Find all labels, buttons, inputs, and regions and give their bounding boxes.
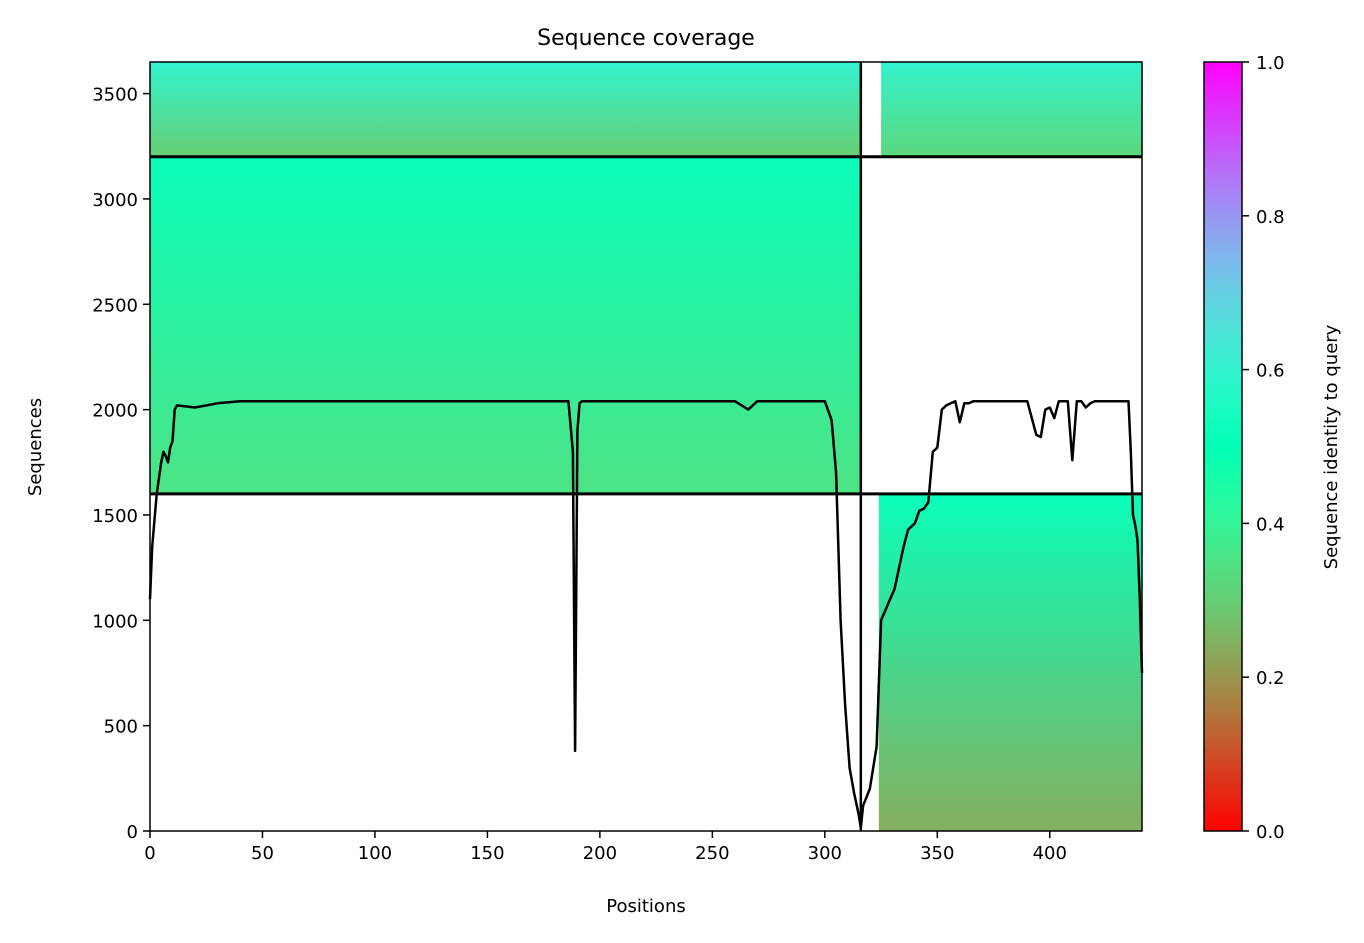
x-tick-label: 250 [695,843,729,864]
colorbar-tick-label: 0.6 [1256,361,1285,382]
x-tick-label: 0 [144,843,155,864]
y-tick-label: 3500 [92,85,138,106]
colorbar-label: Sequence identity to query [1321,324,1342,569]
y-tick-label: 2500 [92,295,138,316]
heatmap-block-2 [878,493,1142,831]
colorbar-tick-label: 0.4 [1256,514,1285,535]
x-tick-label: 300 [808,843,842,864]
x-tick-label: 150 [470,843,504,864]
x-tick-label: 350 [920,843,954,864]
y-tick-label: 500 [104,717,138,738]
y-tick-label: 1500 [92,506,138,527]
colorbar-tick-label: 0.0 [1256,822,1285,843]
colorbar-tick-label: 0.8 [1256,207,1285,228]
y-axis: 0 500 1000 1500 2000 2500 3000 3500 [92,85,150,843]
plot-area [148,61,1144,832]
plot-frame [149,61,1143,832]
colorbar-gradient [1203,61,1243,832]
heatmap-block-1 [150,156,861,494]
heatmap-block-3 [150,62,861,157]
x-tick-label: 100 [358,843,392,864]
y-tick-label: 0 [127,822,138,843]
heatmap-block-4 [881,62,1142,157]
colorbar-tick-label: 0.2 [1256,668,1285,689]
x-tick-label: 400 [1033,843,1067,864]
x-tick-label: 50 [251,843,274,864]
y-tick-label: 2000 [92,401,138,422]
y-tick-label: 3000 [92,190,138,211]
chart-title: Sequence coverage [537,26,755,51]
coverage-line [148,399,1144,830]
x-axis-label: Positions [606,896,685,917]
y-tick-label: 1000 [92,611,138,632]
colorbar: 0.0 0.2 0.4 0.6 0.8 1.0 [1203,53,1285,843]
x-tick-label: 200 [583,843,617,864]
x-axis: 0 50 100 150 200 250 300 350 400 [144,831,1067,864]
y-axis-label: Sequences [25,398,46,496]
colorbar-tick-label: 1.0 [1256,53,1285,74]
